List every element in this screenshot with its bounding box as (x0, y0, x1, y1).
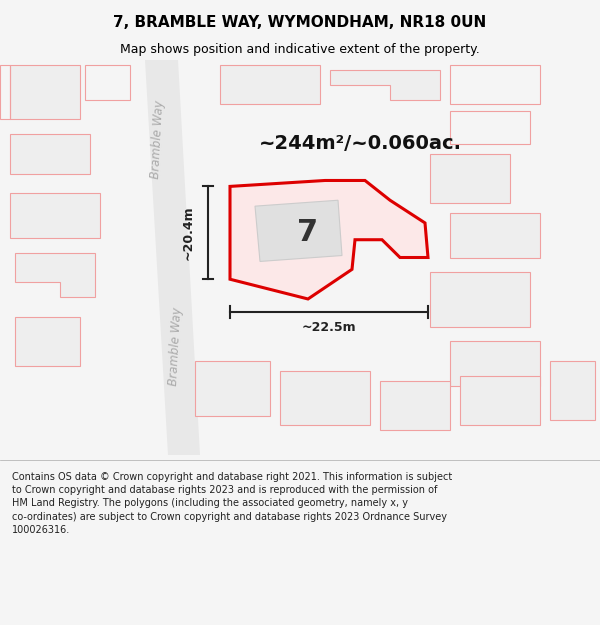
Polygon shape (15, 317, 80, 366)
Text: Bramble Way: Bramble Way (149, 99, 167, 179)
Polygon shape (10, 193, 100, 238)
Text: ~20.4m: ~20.4m (182, 206, 194, 260)
Text: Bramble Way: Bramble Way (167, 307, 185, 386)
Polygon shape (450, 213, 540, 258)
Polygon shape (255, 200, 342, 261)
Polygon shape (10, 65, 80, 119)
Polygon shape (330, 70, 440, 99)
Polygon shape (550, 361, 595, 421)
Text: 7: 7 (298, 218, 319, 248)
Polygon shape (195, 361, 270, 416)
Polygon shape (145, 60, 200, 455)
Polygon shape (430, 154, 510, 203)
Text: ~22.5m: ~22.5m (302, 321, 356, 334)
Text: Map shows position and indicative extent of the property.: Map shows position and indicative extent… (120, 43, 480, 56)
Polygon shape (460, 376, 540, 426)
Polygon shape (10, 134, 90, 174)
Text: ~244m²/~0.060ac.: ~244m²/~0.060ac. (259, 134, 461, 153)
Polygon shape (450, 341, 540, 386)
Polygon shape (230, 181, 428, 299)
Polygon shape (430, 272, 530, 327)
Polygon shape (380, 381, 450, 430)
Text: 7, BRAMBLE WAY, WYMONDHAM, NR18 0UN: 7, BRAMBLE WAY, WYMONDHAM, NR18 0UN (113, 15, 487, 30)
Polygon shape (15, 253, 95, 297)
Text: Contains OS data © Crown copyright and database right 2021. This information is : Contains OS data © Crown copyright and d… (12, 472, 452, 535)
Polygon shape (220, 65, 320, 104)
Polygon shape (280, 371, 370, 426)
